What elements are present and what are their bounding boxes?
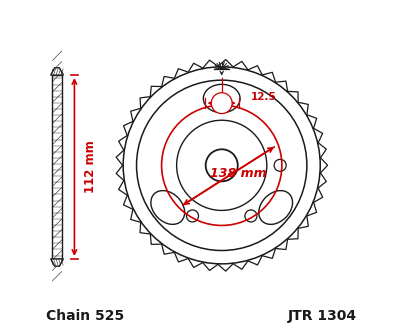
Polygon shape xyxy=(52,75,62,259)
Circle shape xyxy=(206,149,238,181)
Text: 12.5: 12.5 xyxy=(251,92,277,102)
Ellipse shape xyxy=(259,191,292,224)
Circle shape xyxy=(274,159,286,171)
Circle shape xyxy=(114,58,329,273)
Circle shape xyxy=(136,80,307,250)
Circle shape xyxy=(186,210,198,222)
Polygon shape xyxy=(51,259,63,266)
Circle shape xyxy=(245,210,257,222)
Ellipse shape xyxy=(203,85,240,113)
Ellipse shape xyxy=(151,191,185,224)
Text: 138 mm: 138 mm xyxy=(210,167,267,180)
Circle shape xyxy=(211,93,232,114)
Polygon shape xyxy=(116,59,328,271)
Text: Chain 525: Chain 525 xyxy=(46,309,125,323)
Polygon shape xyxy=(51,68,63,75)
Text: JTR 1304: JTR 1304 xyxy=(288,309,357,323)
Circle shape xyxy=(216,101,228,113)
Text: 112 mm: 112 mm xyxy=(84,141,97,193)
